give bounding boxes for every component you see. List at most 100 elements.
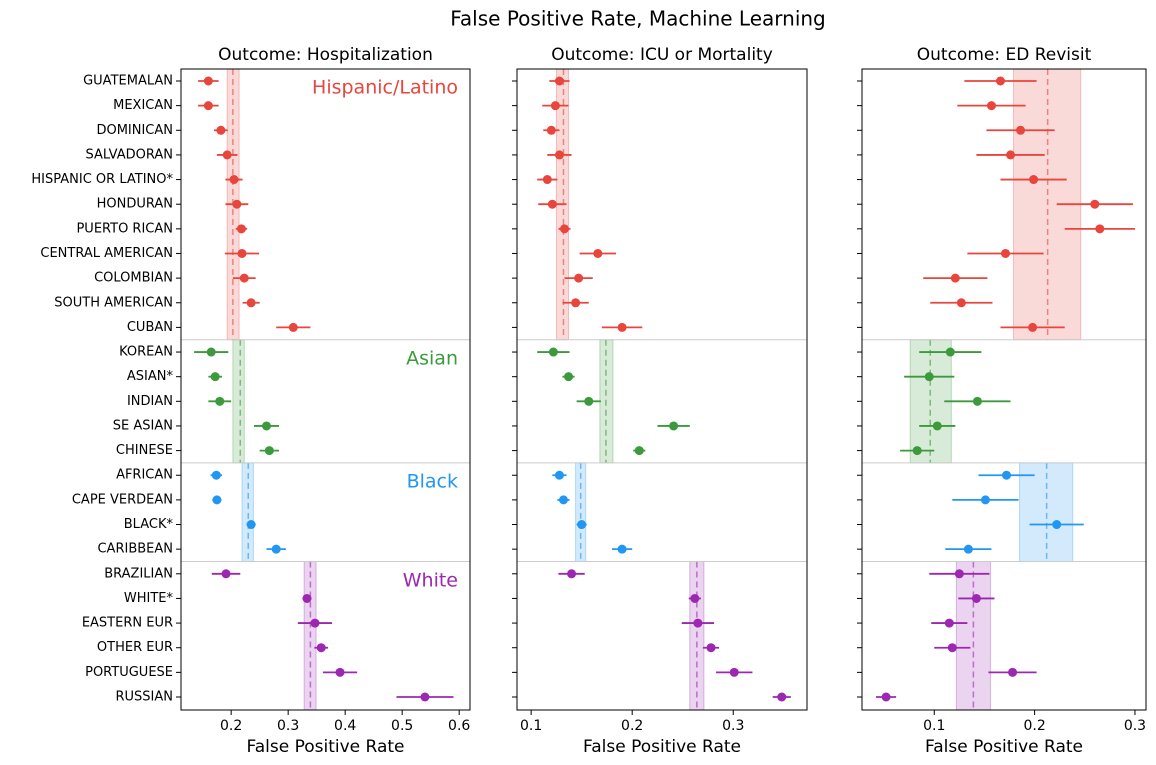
y-tick-label: CUBAN (127, 320, 173, 335)
point (206, 347, 216, 357)
point (956, 298, 966, 308)
x-tick-label: 0.2 (1023, 718, 1045, 734)
point (547, 199, 557, 209)
point (574, 273, 584, 283)
point (215, 396, 225, 406)
point (564, 372, 574, 382)
point (932, 421, 942, 431)
panel-title: Outcome: ICU or Mortality (551, 45, 773, 65)
group-label: Hispanic/Latino (312, 77, 458, 99)
y-tick-label: RUSSIAN (115, 690, 173, 705)
x-tick-label: 0.3 (1124, 718, 1146, 734)
point (706, 643, 716, 653)
point (232, 199, 242, 209)
y-tick-label: COLOMBIAN (94, 271, 173, 286)
point (310, 618, 320, 628)
y-tick-label: SALVADORAN (85, 147, 173, 162)
point (963, 544, 973, 554)
x-tick-label: 0.1 (923, 718, 945, 734)
point (554, 470, 564, 480)
point (1095, 224, 1105, 234)
y-tick-label: BRAZILIAN (104, 566, 173, 581)
y-tick-label: MEXICAN (113, 98, 173, 113)
group-label: Asian (406, 348, 458, 370)
point (584, 396, 594, 406)
point (924, 372, 934, 382)
x-tick-label: 0.3 (722, 718, 744, 734)
y-tick-label: AFRICAN (116, 468, 173, 483)
y-tick-label: ASIAN* (127, 369, 174, 384)
point (593, 248, 603, 258)
point (1028, 322, 1038, 332)
plot-frame (516, 68, 808, 711)
point (216, 125, 226, 135)
point (986, 101, 996, 111)
point (945, 347, 955, 357)
point (950, 273, 960, 283)
point (554, 150, 564, 160)
x-axis-label: False Positive Rate (925, 737, 1083, 757)
point (690, 593, 700, 603)
y-tick-label: WHITE* (124, 591, 174, 606)
point (316, 643, 326, 653)
y-tick-label: HONDURAN (97, 197, 173, 212)
group-band (232, 339, 245, 464)
point (546, 125, 556, 135)
point (558, 495, 568, 505)
point (912, 446, 922, 456)
point (617, 322, 627, 332)
x-tick-label: 0.3 (277, 718, 299, 734)
point (980, 495, 990, 505)
y-tick-label: EASTERN EUR (82, 616, 173, 631)
y-tick-label: OTHER EUR (97, 640, 173, 655)
point (221, 569, 231, 579)
point (1001, 248, 1011, 258)
point (554, 76, 564, 86)
plot-frame (861, 68, 1147, 711)
x-tick-label: 0.2 (220, 718, 242, 734)
point (571, 298, 581, 308)
point (567, 569, 577, 579)
y-tick-label: CARIBBEAN (97, 542, 173, 557)
x-tick-label: 0.4 (334, 718, 356, 734)
point (693, 618, 703, 628)
y-tick-label: BLACK* (124, 517, 174, 532)
point (548, 347, 558, 357)
point (542, 175, 552, 185)
point (239, 273, 249, 283)
point (211, 470, 221, 480)
plot-frame (180, 68, 471, 711)
point (229, 175, 239, 185)
panel-title: Outcome: ED Revisit (917, 45, 1092, 65)
point (335, 667, 345, 677)
y-tick-label: HISPANIC OR LATINO* (31, 172, 173, 187)
point (550, 101, 560, 111)
x-tick-label: 0.5 (391, 718, 413, 734)
y-tick-label: SOUTH AMERICAN (54, 295, 173, 310)
point (559, 224, 569, 234)
group-label: Black (407, 471, 458, 493)
point (246, 298, 256, 308)
x-axis-label: False Positive Rate (247, 737, 405, 757)
y-tick-label: PORTUGUESE (85, 665, 173, 680)
x-tick-label: 0.1 (520, 718, 542, 734)
point (972, 396, 982, 406)
point (1006, 150, 1016, 160)
point (237, 248, 247, 258)
point (203, 101, 213, 111)
point (222, 150, 232, 160)
point (210, 372, 220, 382)
y-tick-label: CHINESE (116, 443, 173, 458)
point (971, 593, 981, 603)
point (420, 692, 430, 702)
point (1008, 667, 1018, 677)
point (954, 569, 964, 579)
point (212, 495, 222, 505)
point (302, 593, 312, 603)
y-tick-label: DOMINICAN (96, 123, 173, 138)
point (617, 544, 627, 554)
point (1029, 175, 1039, 185)
panel-title: Outcome: Hospitalization (218, 45, 433, 65)
y-tick-label: INDIAN (127, 394, 173, 409)
